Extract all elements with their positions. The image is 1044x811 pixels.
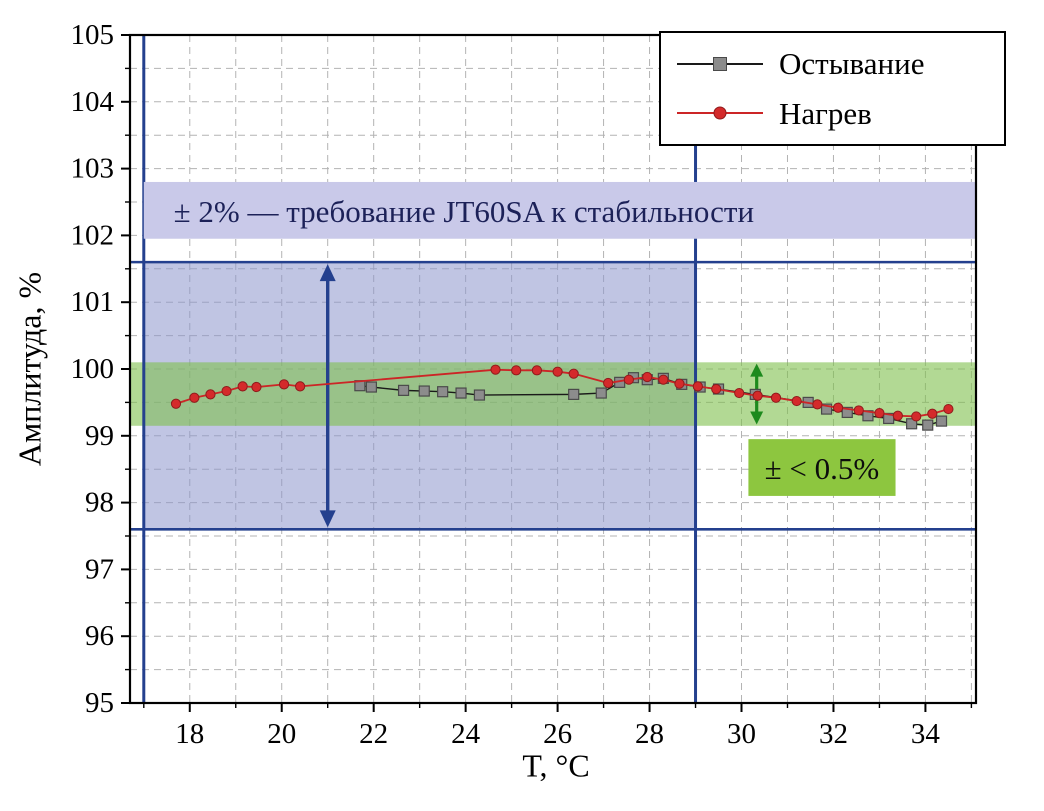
x-tick-label: 24 <box>451 718 481 750</box>
circle-marker-icon <box>927 408 938 419</box>
arrow-head-down-icon <box>319 510 336 528</box>
circle-marker-icon <box>490 364 501 375</box>
arrow-head-down-icon <box>750 411 764 425</box>
cooling-line-sample <box>677 56 763 72</box>
square-marker-icon <box>455 387 467 399</box>
x-tick-label: 28 <box>635 718 664 750</box>
arrow-head-up-icon <box>319 264 336 282</box>
circle-marker-icon <box>832 402 844 413</box>
square-marker-icon <box>841 406 853 419</box>
circle-marker-icon <box>734 387 745 399</box>
legend-label-heating: Нагрев <box>779 95 872 131</box>
arrow-head-up-icon <box>750 363 764 377</box>
circle-marker-icon <box>237 381 248 392</box>
series-Нагрев <box>170 364 954 422</box>
y-tick-label: 102 <box>71 219 115 251</box>
circle-marker-icon <box>853 405 864 416</box>
circle-marker-icon <box>911 411 922 422</box>
x-tick-label: 20 <box>267 718 296 750</box>
legend-item-cooling: Остывание <box>677 48 988 79</box>
circle-marker-icon <box>221 385 232 397</box>
legend-label-cooling: Остывание <box>779 46 925 82</box>
x-tick-label: 34 <box>911 718 941 750</box>
y-tick-label: 98 <box>85 487 114 519</box>
y-tick-label: 104 <box>71 86 115 118</box>
circle-marker-icon <box>552 366 563 377</box>
x-tick-label: 26 <box>543 718 572 750</box>
circle-marker-icon <box>692 381 703 392</box>
legend: Остывание Нагрев <box>659 31 1006 146</box>
circle-marker-icon <box>791 395 802 407</box>
square-marker-icon <box>922 419 934 431</box>
heating-line-sample <box>677 105 763 121</box>
annotation-box-1 <box>748 439 896 496</box>
y-tick-label: 101 <box>71 286 115 318</box>
square-marker-icon <box>820 403 833 415</box>
circle-marker-icon <box>170 398 182 409</box>
square-marker-icon <box>365 381 377 393</box>
circle-marker-icon <box>278 379 290 390</box>
square-marker-icon <box>397 384 410 396</box>
square-marker-icon <box>418 385 430 397</box>
annotation-text-1: ± < 0.5% <box>765 451 880 486</box>
circle-marker-icon <box>603 377 614 389</box>
circle-marker-icon <box>189 392 200 403</box>
y-tick-label: 97 <box>85 553 114 585</box>
x-tick-label: 22 <box>359 718 388 750</box>
square-marker-icon <box>906 418 918 430</box>
square-marker-icon <box>473 389 486 401</box>
y-tick-label: 95 <box>85 687 114 719</box>
circle-marker-icon <box>531 365 543 376</box>
circle-marker-icon <box>812 399 823 410</box>
double-arrow <box>319 264 336 528</box>
y-axis-label: Амплитуда, % <box>11 271 48 467</box>
circle-marker-icon <box>295 381 306 392</box>
annotation-box-0 <box>143 181 977 239</box>
legend-item-heating: Нагрев <box>677 98 988 129</box>
square-marker-icon <box>568 388 580 400</box>
circle-marker-icon <box>623 374 634 385</box>
heating-circle-marker-icon <box>713 106 727 120</box>
circle-marker-icon <box>658 374 669 385</box>
x-tick-label: 18 <box>175 718 204 750</box>
x-axis-label: T, °C <box>522 747 590 784</box>
circle-marker-icon <box>568 368 579 379</box>
y-tick-label: 100 <box>71 353 115 385</box>
x-tick-label: 30 <box>727 718 756 750</box>
square-marker-icon <box>437 386 449 398</box>
circle-marker-icon <box>943 403 954 415</box>
y-tick-label: 105 <box>71 19 115 51</box>
circle-marker-icon <box>711 383 722 395</box>
y-tick-label: 99 <box>85 420 114 452</box>
circle-marker-icon <box>892 410 903 421</box>
circle-marker-icon <box>674 378 685 389</box>
annotation-text-0: ± 2% — требование JT60SA к стабильности <box>174 194 754 229</box>
y-tick-label: 103 <box>71 153 115 185</box>
circle-marker-icon <box>511 365 522 376</box>
x-tick-label: 32 <box>819 718 848 750</box>
cooling-square-marker-icon <box>713 56 727 71</box>
circle-marker-icon <box>251 381 262 393</box>
circle-marker-icon <box>770 392 782 403</box>
circle-marker-icon <box>752 390 763 401</box>
circle-marker-icon <box>205 389 216 400</box>
square-marker-icon <box>595 387 607 399</box>
circle-marker-icon <box>642 371 653 383</box>
square-marker-icon <box>935 415 948 427</box>
circle-marker-icon <box>874 407 885 419</box>
y-tick-label: 96 <box>85 620 114 652</box>
